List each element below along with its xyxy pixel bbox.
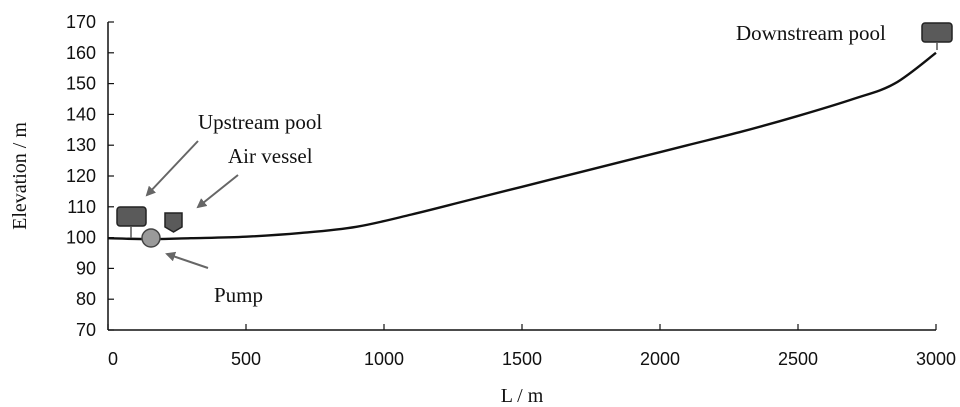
y-tick-label: 170 bbox=[66, 12, 96, 32]
y-tick-label: 90 bbox=[76, 258, 96, 278]
series-line bbox=[107, 51, 937, 241]
y-axis-title: Elevation / m bbox=[9, 122, 31, 230]
downstream-pool-icon bbox=[921, 22, 953, 43]
x-tick-label: 1500 bbox=[502, 349, 542, 369]
air-vessel-icon bbox=[164, 212, 183, 233]
y-tick-label: 80 bbox=[76, 289, 96, 309]
upstream-pool-label: Upstream pool bbox=[198, 110, 322, 134]
pump-label: Pump bbox=[214, 283, 263, 307]
x-tick-label: 2000 bbox=[640, 349, 680, 369]
air-vessel-arrow bbox=[196, 174, 239, 209]
y-tick-label: 140 bbox=[66, 104, 96, 124]
y-tick-label: 110 bbox=[67, 197, 96, 217]
x-tick-label: 2500 bbox=[778, 349, 818, 369]
hydraulic-components bbox=[116, 22, 953, 248]
pump-icon bbox=[141, 228, 161, 248]
downstream-pool-label: Downstream pool bbox=[736, 21, 886, 45]
x-tick-label: 500 bbox=[231, 349, 261, 369]
upstream-pool-arrow bbox=[145, 140, 199, 197]
x-tick-label: 3000 bbox=[916, 349, 956, 369]
y-tick-label: 160 bbox=[66, 43, 96, 63]
y-tick-label: 120 bbox=[66, 166, 96, 186]
annotation-arrows bbox=[145, 140, 239, 269]
x-tick-label: 0 bbox=[108, 349, 118, 369]
tick-labels: 0 500 1000 1500 2000 2500 3000 70 80 90 100 110 120 1… bbox=[66, 12, 956, 369]
y-tick-label: 130 bbox=[66, 135, 96, 155]
x-tick-label: 1000 bbox=[364, 349, 404, 369]
annotation-labels: Upstream pool Air vessel Pump Downstream… bbox=[198, 21, 886, 307]
y-tick-label: 70 bbox=[76, 320, 96, 340]
pump-arrow bbox=[165, 251, 209, 269]
x-axis-title: L / m bbox=[501, 385, 544, 407]
y-tick-label: 100 bbox=[66, 228, 96, 248]
upstream-pool-icon bbox=[116, 206, 147, 227]
y-tick-label: 150 bbox=[66, 74, 96, 94]
air-vessel-label: Air vessel bbox=[228, 144, 313, 168]
